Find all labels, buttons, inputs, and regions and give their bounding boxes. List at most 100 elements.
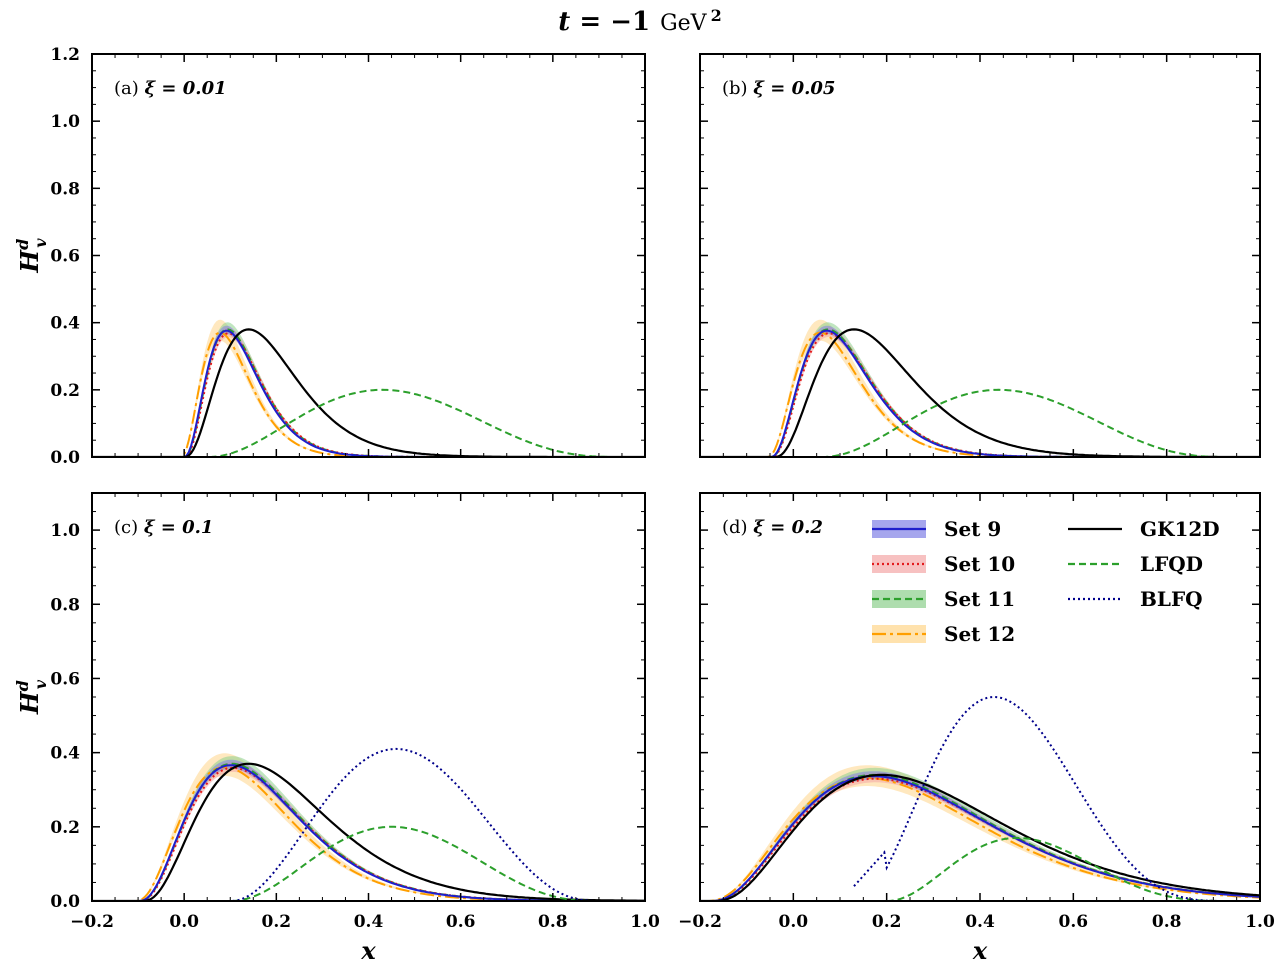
lfqd-line xyxy=(886,836,1237,901)
legend-entry-blfq: BLFQ xyxy=(1068,587,1203,611)
x-axis-label: x xyxy=(972,936,988,965)
x-tick-label: 1.0 xyxy=(630,912,660,932)
y-tick-label: 0.2 xyxy=(50,381,80,401)
panel-xi: ξ = 0.05 xyxy=(753,78,835,99)
legend-label: Set 11 xyxy=(944,587,1015,611)
y-tick-label: 1.2 xyxy=(50,45,80,65)
panel-a: 0.0 0.2 0.4 0.6 0.8 1.0 1.2 (a) ξ = 0.01 Hdv xyxy=(13,45,646,468)
set10-line xyxy=(700,777,1260,901)
x-tick-label: 1.0 xyxy=(1245,912,1275,932)
x-tick-label: 0.0 xyxy=(169,912,199,932)
lfqd-line xyxy=(821,388,1228,457)
legend-label: BLFQ xyxy=(1140,587,1203,611)
figure-title: t = −1 GeV 2 xyxy=(558,6,721,37)
y-tick-label: 0.4 xyxy=(50,314,80,334)
x-tick-label: 0.6 xyxy=(446,912,476,932)
panel-xi: ξ = 0.01 xyxy=(145,78,227,99)
axes-frame xyxy=(91,53,646,458)
y-tick-label: 0.6 xyxy=(50,669,80,689)
x-tick-label: 0.8 xyxy=(538,912,568,932)
x-axis-label: x xyxy=(360,936,376,965)
panel-xi: ξ = 0.1 xyxy=(144,517,214,538)
y-tick-label: 1.0 xyxy=(50,521,80,541)
panel-letter: (a) xyxy=(114,78,145,99)
x-tick-label: 0.2 xyxy=(262,912,292,932)
set12-line xyxy=(700,776,1260,901)
set9-line xyxy=(92,329,645,457)
x-tick-label: 0.6 xyxy=(1059,912,1089,932)
legend-label: Set 9 xyxy=(944,517,1001,541)
panel-label: (d) ξ = 0.2 xyxy=(722,517,823,538)
set9-band xyxy=(92,325,645,457)
set12-band xyxy=(92,753,645,901)
set12-line xyxy=(92,331,645,457)
y-tick-label: 0.8 xyxy=(50,179,80,199)
axes-frame xyxy=(91,492,646,902)
y-label-sup: d xyxy=(13,239,32,250)
gk12d-line xyxy=(700,773,1260,901)
plot-area xyxy=(700,319,1260,457)
y-label-sub: v xyxy=(31,238,50,248)
set10-band xyxy=(92,327,645,457)
y-tick-label: 1.0 xyxy=(50,112,80,132)
panels: 0.00.20.40.60.81.01.2(a) ξ = 0.01Hdv(b) … xyxy=(13,45,1275,965)
y-label-sup: d xyxy=(13,680,32,691)
x-tick-label: −0.2 xyxy=(678,912,722,932)
x-tick-label: 0.0 xyxy=(779,912,809,932)
axes-frame xyxy=(699,53,1261,458)
x-tick-label: 0.8 xyxy=(1152,912,1182,932)
panel-letter: (d) xyxy=(722,517,753,538)
legend-label: Set 10 xyxy=(944,552,1015,576)
legend-label: LFQD xyxy=(1140,552,1203,576)
y-tick-label: 0.0 xyxy=(50,448,80,468)
x-tick-label: 0.4 xyxy=(965,912,995,932)
set11-line xyxy=(92,328,645,457)
y-tick-label: 0.6 xyxy=(50,247,80,267)
set10-line xyxy=(700,332,1260,457)
panel-b: (b) ξ = 0.05 xyxy=(699,53,1261,458)
legend-label: Set 12 xyxy=(944,622,1015,646)
x-tick-label: −0.2 xyxy=(70,912,114,932)
panel-label: (a) ξ = 0.01 xyxy=(114,78,227,99)
legend-entry-set12: Set 12 xyxy=(872,622,1015,646)
y-tick-label: 0.8 xyxy=(50,595,80,615)
y-label-sub: v xyxy=(31,679,50,689)
legend-entry-gk12d: GK12D xyxy=(1068,517,1220,541)
y-label-base: H xyxy=(15,690,44,715)
panel-label: (c) ξ = 0.1 xyxy=(114,517,213,538)
panel-letter: (c) xyxy=(114,517,144,538)
y-tick-label: 0.0 xyxy=(50,892,80,912)
title-exponent: 2 xyxy=(711,6,722,25)
lfqd-line xyxy=(232,825,597,901)
plot-area xyxy=(92,319,645,457)
gk12d-line xyxy=(92,328,645,457)
legend-entry-set10: Set 10 xyxy=(872,552,1015,576)
legend-entry-set9: Set 9 xyxy=(872,517,1001,541)
title-unit: GeV xyxy=(660,11,708,36)
panel-label: (b) ξ = 0.05 xyxy=(722,78,835,99)
set12-band xyxy=(92,319,645,457)
title-variable: t xyxy=(558,7,570,37)
set9-line xyxy=(700,775,1260,901)
legend-entry-set11: Set 11 xyxy=(872,587,1015,611)
panel-letter: (b) xyxy=(722,78,753,99)
y-axis-label: Hdv xyxy=(13,679,50,715)
x-tick-label: 0.2 xyxy=(872,912,902,932)
legend-label: GK12D xyxy=(1140,517,1220,541)
plot-area xyxy=(92,747,645,901)
panel-d: −0.2 0.0 0.2 0.4 0.6 0.8 1.0 (d) ξ = 0.2 x xyxy=(678,492,1275,965)
panel-c: −0.2 0.0 0.2 0.4 0.6 0.8 1.00.00.20.40.60.81.0… xyxy=(13,492,660,965)
y-label-base: H xyxy=(15,249,44,274)
legend-entry-lfqd: LFQD xyxy=(1068,552,1203,576)
y-axis-label: Hdv xyxy=(13,238,50,274)
lfqd-line xyxy=(209,388,622,457)
panel-xi: ξ = 0.2 xyxy=(753,517,823,538)
legend: Set 9 Set 10 Set 11 Set 12 GK12D LFQD BLFQ xyxy=(872,517,1220,646)
plot-area xyxy=(700,695,1260,901)
y-tick-label: 0.4 xyxy=(50,744,80,764)
set12-band xyxy=(700,319,1260,457)
set11-band xyxy=(92,322,645,457)
blfq-line xyxy=(853,695,1232,901)
title-equation: = −1 xyxy=(570,7,650,37)
